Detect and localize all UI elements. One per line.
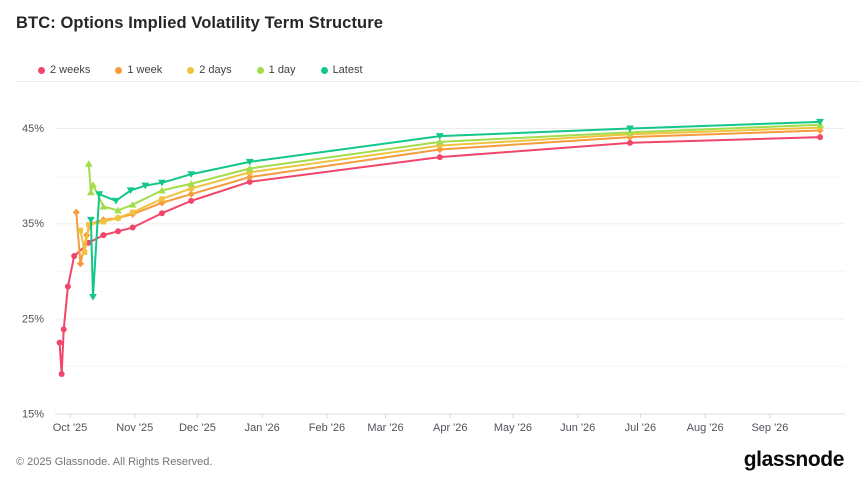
data-point-marker [159, 196, 165, 202]
data-point-marker [158, 179, 166, 187]
x-tick-label: Jun '26 [560, 422, 595, 434]
data-point-marker [129, 209, 136, 215]
legend-divider [16, 81, 860, 82]
data-point-marker [435, 138, 444, 145]
data-point-marker [246, 173, 254, 181]
legend-item-1-day[interactable]: 1 day [256, 64, 296, 76]
series-line [75, 129, 822, 265]
data-point-marker [100, 232, 107, 239]
data-point-marker [817, 134, 824, 141]
glassnode-logo: glassnode [743, 448, 845, 471]
x-tick-label: Jan '26 [245, 422, 280, 434]
x-tick-label: Sep '26 [751, 422, 788, 434]
legend-swatch-icon [256, 66, 264, 74]
data-point-marker [187, 171, 196, 178]
data-point-marker [89, 293, 97, 301]
y-tick-label: 15% [22, 409, 44, 421]
data-point-marker [245, 158, 254, 166]
data-point-marker [99, 202, 108, 210]
data-point-marker [86, 221, 92, 228]
x-tick-label: Apr '26 [433, 422, 468, 434]
legend-label: 2 weeks [50, 64, 91, 76]
x-tick-label: Mar '26 [367, 422, 403, 434]
y-tick-label: 45% [22, 123, 44, 135]
data-point-marker [114, 206, 122, 214]
data-point-marker [128, 201, 137, 208]
x-tick-label: Nov '25 [116, 422, 153, 434]
series-1-week [72, 126, 824, 268]
legend-label: 1 week [127, 64, 163, 76]
legend: 2 weeks 1 week 2 days 1 day Latest [0, 58, 860, 82]
data-point-marker [246, 178, 253, 185]
x-tick-label: Dec '25 [179, 422, 216, 434]
x-tick-label: Aug '26 [687, 422, 724, 434]
legend-item-2-weeks[interactable]: 2 weeks [38, 64, 90, 76]
legend-item-latest[interactable]: Latest [320, 64, 363, 76]
data-point-marker [72, 208, 80, 216]
y-tick-label: 35% [22, 218, 44, 230]
data-point-marker [76, 260, 85, 268]
series-line [58, 136, 822, 376]
data-point-marker [158, 186, 166, 194]
data-point-marker [77, 227, 84, 234]
x-tick-label: Feb '26 [309, 422, 345, 434]
x-tick-label: Jul '26 [625, 422, 656, 434]
copyright-text: © 2025 Glassnode. All Rights Reserved. [16, 456, 213, 468]
data-point-marker [100, 219, 107, 225]
legend-label: Latest [332, 64, 363, 76]
data-point-marker [84, 160, 93, 167]
series-line [89, 120, 822, 298]
data-point-marker [86, 216, 95, 224]
series-line [79, 126, 822, 254]
legend-label: 1 day [268, 64, 296, 76]
chart-title: BTC: Options Implied Volatility Term Str… [16, 14, 384, 32]
data-point-marker [64, 283, 71, 290]
series-2-days [77, 124, 823, 255]
chart-plot-area[interactable]: 15% 25% 35% 45% Oct '25 Nov '25 Dec '25 Jan '26… [0, 86, 860, 446]
data-point-marker [245, 164, 254, 172]
data-point-marker [86, 188, 95, 196]
data-point-marker [435, 133, 444, 140]
data-point-marker [626, 125, 634, 133]
legend-swatch-icon [320, 66, 328, 74]
y-tick-label: 25% [22, 313, 44, 325]
data-point-marker [436, 154, 443, 161]
legend-swatch-icon [38, 66, 45, 74]
data-point-marker [141, 182, 150, 190]
term-structure-chart[interactable]: 15% 25% 35% 45% Oct '25 Nov '25 Dec '25 Jan '26… [0, 86, 860, 446]
data-point-marker [60, 326, 67, 333]
data-point-marker [71, 253, 78, 260]
data-point-marker [95, 191, 104, 198]
data-point-marker [58, 371, 65, 378]
data-point-marker [246, 169, 253, 176]
x-tick-label: Oct '25 [53, 422, 88, 434]
data-point-marker [626, 139, 633, 146]
data-point-marker [188, 197, 195, 204]
data-point-marker [56, 339, 63, 346]
data-point-marker [115, 228, 122, 235]
data-point-marker [816, 118, 824, 126]
x-tick-label: May '26 [494, 422, 532, 434]
series-latest [86, 118, 824, 301]
data-point-marker [188, 185, 194, 192]
data-point-marker [187, 180, 196, 187]
data-point-marker [187, 190, 195, 198]
series-2-weeks [56, 134, 824, 378]
data-point-marker [81, 249, 88, 255]
legend-swatch-icon [187, 66, 195, 74]
data-point-marker [115, 215, 121, 221]
data-point-marker [126, 187, 135, 194]
data-point-marker [89, 181, 97, 188]
data-point-marker [112, 197, 120, 205]
legend-item-1-week[interactable]: 1 week [115, 64, 162, 76]
data-point-marker [437, 142, 443, 149]
data-point-marker [129, 224, 136, 231]
legend-swatch-icon [115, 66, 123, 74]
data-point-marker [158, 210, 165, 217]
legend-label: 2 days [199, 64, 232, 76]
legend-item-2-days[interactable]: 2 days [187, 64, 232, 76]
